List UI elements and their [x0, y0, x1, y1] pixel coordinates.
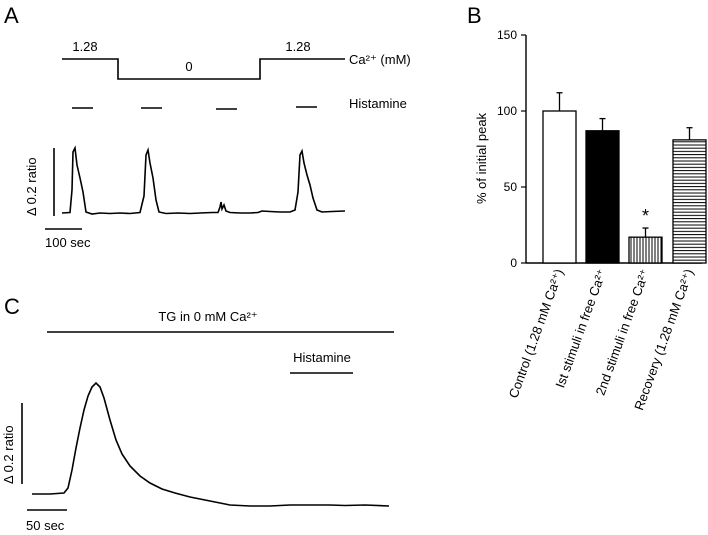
condition-label: TG in 0 mM Ca²⁺: [158, 309, 257, 324]
ratio-trace-a: [61, 145, 346, 215]
bar: [672, 139, 707, 264]
panel-b-label: B: [467, 3, 482, 28]
panel-c-label: C: [4, 294, 20, 319]
y-axis-title: % of initial peak: [474, 112, 489, 204]
ratio-scale-label-a: Δ 0.2 ratio: [24, 157, 39, 216]
ratio-trace-c: [32, 381, 390, 507]
histamine-label-a: Histamine: [349, 96, 407, 111]
panel-a: A 1.28 0 1.28 Ca²⁺ (mM) Histamine Δ 0.2 …: [4, 3, 411, 250]
calcium-protocol-trace: [62, 58, 345, 80]
bar: [542, 110, 577, 264]
calcium-level-3: 1.28: [285, 39, 310, 54]
panel-a-label: A: [4, 3, 19, 28]
panel-c: C TG in 0 mM Ca²⁺ Histamine Δ 0.2 ratio …: [1, 294, 394, 533]
y-tick-label: 150: [497, 28, 517, 42]
calcium-legend: Ca²⁺ (mM): [349, 52, 411, 67]
time-scale-label-c: 50 sec: [26, 518, 65, 533]
calcium-level-1: 1.28: [72, 39, 97, 54]
time-scale-label-a: 100 sec: [45, 235, 91, 250]
ratio-scale-label-c: Δ 0.2 ratio: [1, 425, 16, 484]
calcium-level-2: 0: [185, 59, 192, 74]
histamine-bars: [72, 106, 317, 110]
y-tick-label: 0: [510, 256, 517, 270]
y-tick-label: 100: [497, 104, 517, 118]
bar: [628, 236, 663, 264]
y-tick-label: 50: [504, 180, 518, 194]
histamine-label-c: Histamine: [293, 350, 351, 365]
significance-marker: *: [642, 206, 649, 226]
bar: [585, 130, 620, 264]
